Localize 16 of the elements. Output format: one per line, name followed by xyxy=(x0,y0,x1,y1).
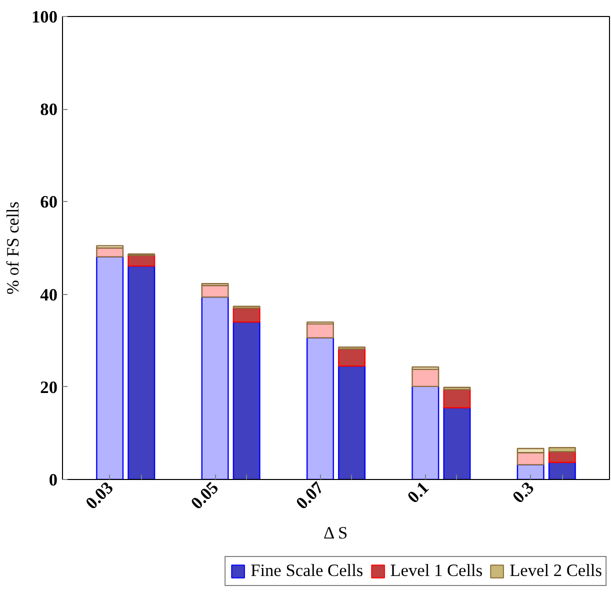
y-tick-label: 0 xyxy=(48,470,58,490)
y-tick-label: 100 xyxy=(32,8,58,26)
y-tick-label: 20 xyxy=(40,378,58,397)
legend-label: Fine Scale Cells xyxy=(250,561,364,581)
legend-label: Level 2 Cells xyxy=(510,561,602,581)
x-tick-label: 0.07 xyxy=(292,478,328,514)
y-axis-title: % of FS cells xyxy=(4,201,23,294)
y-tick-label: 60 xyxy=(40,192,58,212)
x-tick-label: 0.05 xyxy=(187,478,222,514)
x-axis-title: Δ S xyxy=(323,523,348,542)
x-tick-label: 0.3 xyxy=(508,478,538,507)
x-tick-label: 0.1 xyxy=(404,478,432,507)
y-tick-label: 80 xyxy=(40,100,58,120)
x-tick-label: 0.03 xyxy=(82,478,118,514)
y-tick-label: 40 xyxy=(40,285,58,304)
legend-label: Level 1 Cells xyxy=(390,561,483,581)
